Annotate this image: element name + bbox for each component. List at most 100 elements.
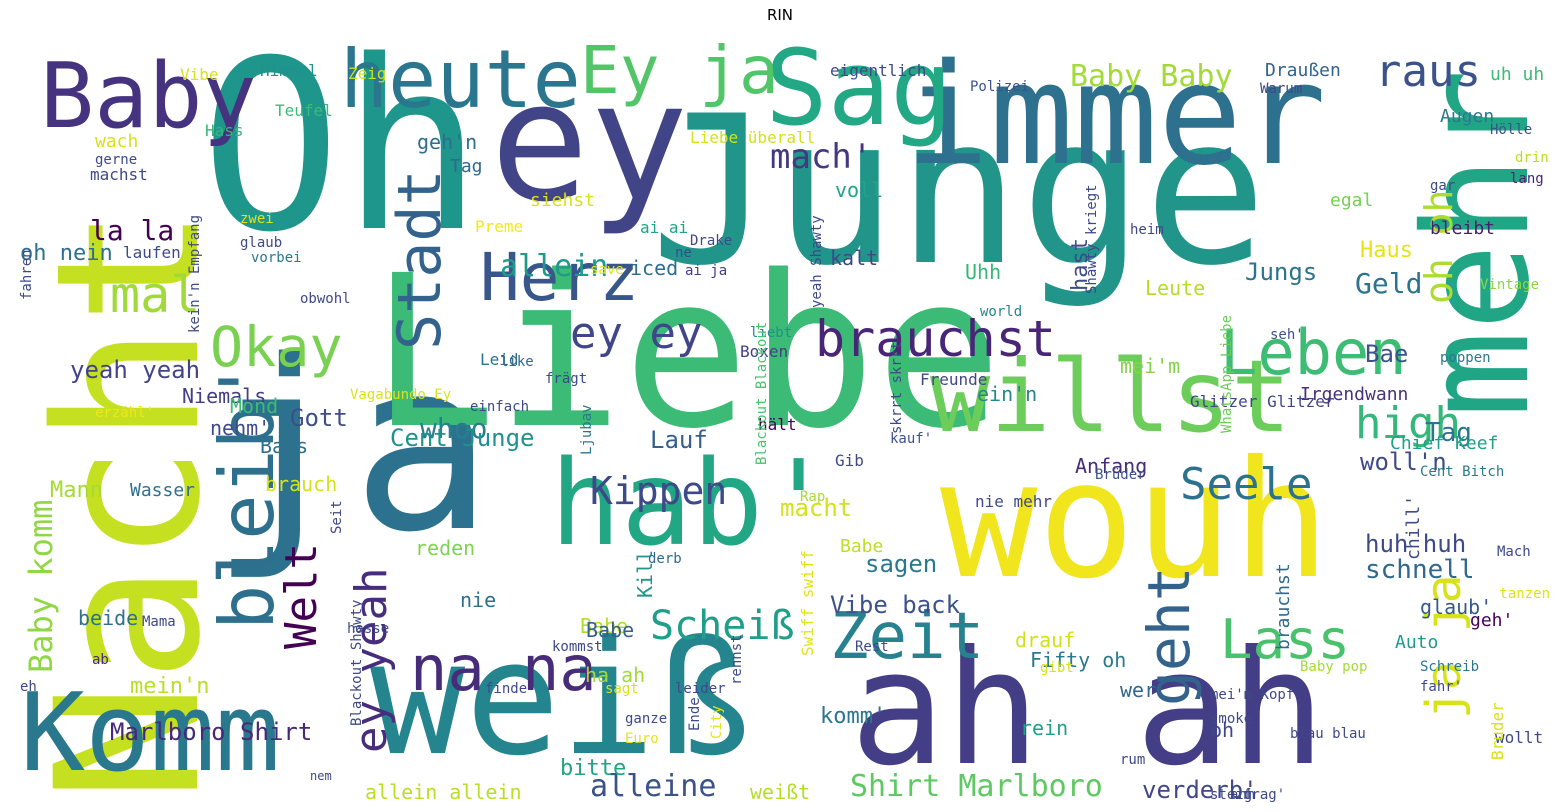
word-glaub: glaub': [1420, 595, 1493, 619]
word-siehst: siehst: [530, 190, 596, 211]
word-yeah-yeah: yeah yeah: [70, 356, 201, 384]
word-shawty-kriegt: Shawty kriegt: [1084, 184, 1100, 295]
word-einfach: einfach: [470, 399, 530, 415]
word-draußen: Draußen: [1265, 60, 1341, 81]
word-welt: Welt: [276, 542, 327, 649]
word-alleine: alleine: [590, 769, 717, 802]
word-whatsapp-liebe: WhatsApp Liebe: [1219, 314, 1235, 433]
word-swiff-swiff: Swiff swiff: [798, 549, 817, 656]
word-haus: Haus: [1360, 238, 1413, 263]
word-world: world: [980, 304, 1023, 320]
word-gibt: gibt: [1040, 660, 1074, 676]
word-chief-keef: Chief Keef: [1390, 433, 1499, 454]
word-wer: wer: [1120, 678, 1157, 702]
word-mama: Mama: [142, 614, 176, 630]
word-sagen: sagen: [865, 550, 938, 578]
word-geh: geh': [1470, 610, 1514, 631]
word-rein: rein: [1020, 716, 1069, 740]
word-ah-ah: ah ah: [850, 617, 1326, 801]
word-baby-baby: Baby Baby: [1070, 59, 1233, 94]
word-allein: allein: [500, 249, 609, 284]
word-seele: Seele: [1180, 459, 1313, 510]
word-ai-ai: ai ai: [640, 218, 689, 237]
word-ein-n: ein'n: [977, 382, 1038, 406]
word-ljubav: Ljubav: [579, 404, 595, 456]
word-nie-mehr: nie mehr: [975, 492, 1053, 511]
word-gerne: gerne: [95, 152, 138, 168]
word-drauf: drauf: [1015, 628, 1076, 652]
word-komm: komm': [820, 704, 887, 729]
word-egal: egal: [1330, 190, 1374, 211]
word-tag: Tag: [1425, 418, 1472, 448]
word-la-la: la la: [90, 214, 175, 247]
word-huh-huh: huh huh: [1365, 530, 1467, 558]
word-woll-n: woll'n: [1360, 448, 1447, 476]
word-steig: steig: [1210, 787, 1253, 802]
word-whoo: whoo: [420, 412, 488, 445]
word-polizei: Polizei: [970, 79, 1030, 95]
word-ey: ey: [490, 46, 689, 238]
word-boxen: Boxen: [740, 342, 789, 361]
word-skrrt-skrrt: skrrt skrrt: [889, 341, 905, 435]
word-gar: gar: [1430, 178, 1456, 194]
word-wouh: wouh: [940, 427, 1331, 615]
word-mei-m-kopf: mei'm Kopf: [1210, 687, 1295, 703]
word-ai-ja: ai ja: [685, 263, 728, 279]
word-wasser: Wasser: [130, 480, 196, 501]
word-babe: Babe: [840, 536, 884, 557]
word-oh: oh: [1210, 718, 1235, 742]
word-anfang: Anfang: [1075, 454, 1148, 478]
word-ganze: ganze: [625, 711, 668, 727]
word-ahh: ahh: [1230, 787, 1256, 802]
word-bleibt: bleibt: [1430, 218, 1496, 239]
word-himmel: Himmel: [260, 61, 318, 80]
word-schreib: Schreib: [1420, 659, 1480, 675]
word-nie: nie: [460, 588, 497, 612]
word-rest: Rest: [855, 639, 889, 655]
word-glaub: glaub: [240, 235, 283, 251]
word-bitte: bitte: [560, 756, 627, 781]
word-poppen: poppen: [1440, 350, 1491, 366]
word-marlboro-shirt: Marlboro Shirt: [110, 718, 313, 746]
word-blackout-shawty: Blackout Shawty: [349, 599, 365, 726]
word-augen: Augen: [1440, 106, 1495, 127]
word-eigentlich: eigentlich: [830, 61, 927, 80]
word-kippen: Kippen: [590, 469, 728, 513]
word-nem: nem: [310, 769, 332, 783]
word-brauchst: brauchst: [1273, 563, 1294, 651]
word-ne: ne: [675, 245, 692, 261]
word-fifty-oh: Fifty oh: [1030, 648, 1127, 672]
word-city: City: [709, 704, 725, 739]
word-seh: seh': [1270, 327, 1304, 343]
word-mann: Mann: [50, 478, 103, 503]
word-bae: Bae: [1365, 340, 1409, 368]
word-voll: voll: [835, 178, 884, 202]
word-ja: ja: [210, 311, 493, 584]
word-iced: iced: [630, 256, 679, 280]
word-jungs: Jungs: [1245, 258, 1318, 286]
word-shirt-marlboro: Shirt Marlboro: [850, 769, 1103, 802]
word-preme: Preme: [475, 217, 524, 236]
word-rum: rum: [1120, 752, 1146, 768]
word-raus: raus: [1375, 46, 1481, 97]
word-seit: Seit: [329, 499, 345, 534]
word-vagabundo-ey: Vagabundo Ey: [350, 387, 452, 403]
word-stadt: Stadt: [385, 169, 455, 350]
word-liebe-überall: Liebe überall: [690, 128, 816, 147]
word-lang: lang: [1510, 171, 1544, 187]
word-na-na: na na: [410, 632, 597, 705]
word-weiß: weiß: [370, 607, 751, 791]
word-sag: Sag: [765, 30, 953, 149]
word-macht: macht: [780, 494, 853, 522]
word-babe: Babe: [586, 618, 635, 642]
word-vibe-back: Vibe back: [830, 591, 961, 619]
word-euro: Euro: [625, 731, 659, 747]
word-high: high: [1355, 398, 1461, 449]
word-heute: heute: [340, 33, 581, 126]
word-machst: machst: [90, 165, 148, 184]
word-okay: Okay: [210, 315, 343, 379]
word-freunde: Freunde: [920, 370, 988, 389]
word-brüder: Brüder: [1095, 467, 1146, 483]
word-obwohl: obwohl: [300, 291, 351, 307]
word-auto: Auto: [1395, 632, 1439, 653]
